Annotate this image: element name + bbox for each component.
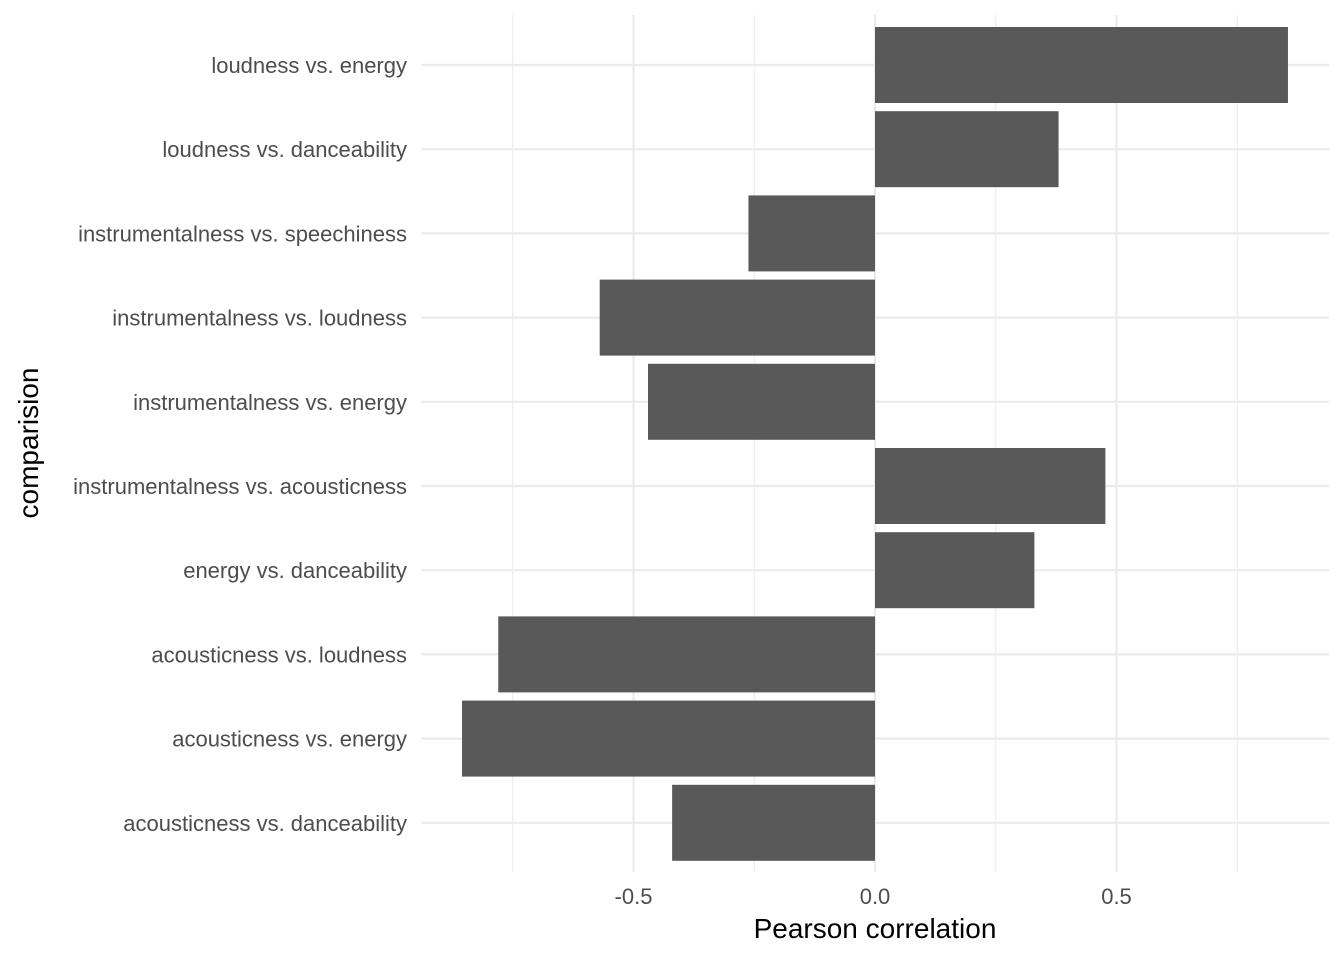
y-tick-label: acousticness vs. loudness	[151, 642, 407, 667]
bar-8	[462, 700, 875, 777]
y-tick-label: energy vs. danceability	[183, 558, 407, 583]
y-tick-label: instrumentalness vs. speechiness	[78, 221, 407, 246]
bar-7	[498, 616, 875, 693]
bar-0	[875, 27, 1288, 103]
bar-2	[748, 195, 875, 272]
x-tick-labels: -0.5 0.0 0.5	[615, 884, 1132, 909]
bar-3	[599, 279, 875, 356]
bar-9	[672, 784, 875, 861]
bar-4	[647, 363, 875, 440]
y-axis-title: comparision	[13, 368, 44, 519]
y-tick-label: instrumentalness vs. acousticness	[73, 474, 407, 499]
x-tick-label: -0.5	[615, 884, 653, 909]
bar-5	[875, 448, 1106, 524]
x-axis-title: Pearson correlation	[754, 913, 997, 944]
x-tick-label: 0.5	[1101, 884, 1132, 909]
y-tick-label: loudness vs. energy	[211, 53, 407, 78]
y-tick-label: acousticness vs. danceability	[123, 811, 407, 836]
bar-6	[875, 532, 1035, 609]
y-tick-labels: loudness vs. energy loudness vs. danceabi…	[73, 53, 407, 836]
y-tick-label: instrumentalness vs. loudness	[112, 306, 407, 331]
bars	[462, 27, 1288, 861]
x-tick-label: 0.0	[860, 884, 891, 909]
bar-1	[875, 111, 1059, 188]
y-tick-label: loudness vs. danceability	[162, 137, 407, 162]
y-tick-label: instrumentalness vs. energy	[133, 390, 407, 415]
y-tick-label: acousticness vs. energy	[172, 727, 407, 752]
